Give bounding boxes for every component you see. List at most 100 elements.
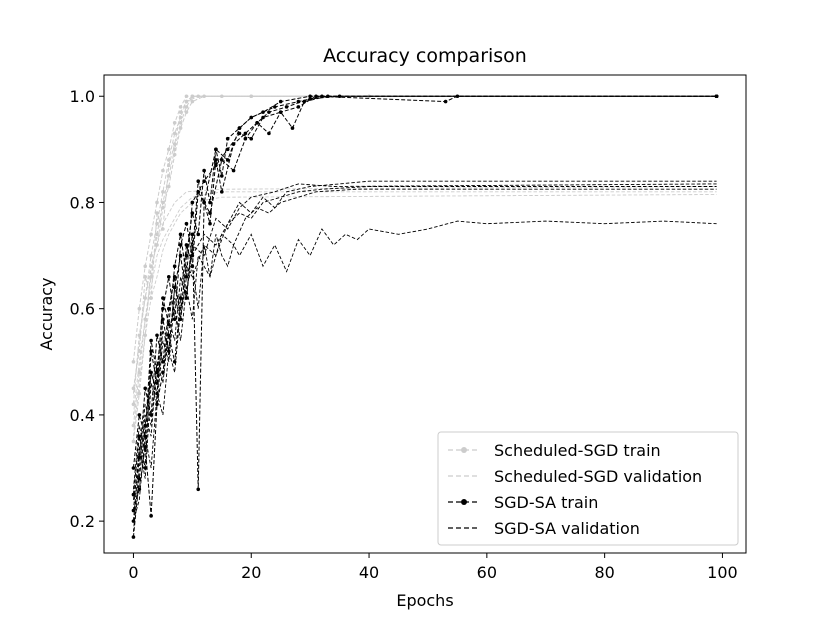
data-point (155, 370, 159, 375)
series-line (132, 95, 717, 362)
data-point (172, 142, 177, 146)
data-point (161, 190, 165, 194)
legend-item: Scheduled-SGD train (448, 441, 661, 460)
data-point (131, 466, 136, 470)
legend-label: Scheduled-SGD validation (494, 467, 702, 486)
series-line (132, 220, 717, 532)
series-sgd-sa-train (131, 94, 719, 539)
data-point (161, 360, 165, 364)
x-axis: 0 20 40 60 80 100 (128, 553, 738, 582)
data-point (214, 147, 218, 152)
chart-title: Accuracy comparison (323, 45, 527, 67)
data-point (237, 131, 242, 136)
data-point (149, 264, 153, 269)
data-point (214, 163, 218, 168)
data-point (202, 179, 206, 184)
series-line (132, 95, 717, 538)
y-axis: 0.2 0.4 0.6 0.8 1.0 (70, 87, 104, 531)
x-tick-label: 0 (128, 563, 138, 582)
legend-marker (461, 447, 467, 453)
data-point (249, 115, 254, 120)
data-point (166, 158, 171, 162)
data-point (131, 360, 136, 364)
data-point (137, 413, 142, 417)
series-scheduled-sgd-validation (132, 194, 717, 437)
data-point (137, 391, 142, 396)
data-point (184, 110, 189, 114)
data-point (237, 126, 242, 130)
series-scheduled-sgd-train (131, 94, 719, 364)
data-point (178, 105, 183, 109)
data-point (225, 158, 230, 162)
data-point (149, 413, 153, 417)
data-point (190, 99, 195, 104)
y-tick-label: 0.8 (70, 193, 95, 212)
data-point (172, 121, 177, 125)
series-sgd-sa-validation (132, 186, 717, 511)
data-point (202, 200, 206, 205)
data-point (261, 110, 265, 114)
series-sgd-sa-validation (132, 220, 717, 532)
data-point (190, 264, 195, 269)
data-point (178, 110, 183, 114)
data-point (137, 349, 142, 353)
data-point (161, 306, 165, 311)
data-point (196, 179, 201, 184)
data-point (137, 455, 142, 460)
data-point (219, 174, 224, 178)
series-line (132, 191, 717, 415)
series-line (132, 95, 717, 442)
x-tick-label: 40 (359, 563, 379, 582)
data-point (278, 99, 283, 104)
data-point (178, 317, 183, 322)
series-scheduled-sgd-train (131, 94, 719, 428)
legend-label: SGD-SA train (494, 493, 598, 512)
plot-frame (103, 74, 747, 554)
y-tick-label: 0.6 (70, 300, 95, 319)
data-point (172, 152, 177, 157)
data-point (155, 221, 159, 226)
data-point (243, 131, 248, 136)
data-point (172, 360, 177, 364)
data-point (184, 275, 189, 279)
data-point (161, 205, 165, 210)
x-tick-label: 20 (241, 563, 261, 582)
data-point (267, 110, 271, 114)
data-point (155, 211, 159, 215)
data-point (155, 200, 159, 205)
data-point (320, 94, 324, 99)
data-point (143, 423, 148, 428)
data-point (273, 105, 277, 109)
data-point (166, 349, 171, 353)
data-point (184, 99, 189, 104)
data-point (261, 115, 265, 120)
data-point (184, 221, 189, 226)
data-point (155, 402, 159, 407)
y-tick-label: 1.0 (70, 87, 95, 106)
data-point (155, 391, 159, 396)
data-point (161, 227, 165, 231)
data-point (196, 487, 201, 492)
data-point (190, 253, 195, 258)
data-point (161, 296, 165, 300)
data-point (131, 519, 136, 523)
series-line (132, 95, 717, 426)
y-axis-label: Accuracy (37, 277, 56, 350)
data-point (225, 136, 230, 141)
data-point (131, 508, 136, 513)
data-point (131, 535, 136, 539)
data-point (178, 232, 183, 237)
series-scheduled-sgd-validation (132, 191, 717, 415)
data-point (714, 94, 719, 99)
series-line (132, 194, 717, 437)
data-point (296, 99, 301, 104)
data-point (161, 317, 165, 322)
data-point (290, 126, 295, 130)
data-point (184, 296, 189, 300)
series-line (132, 95, 717, 469)
data-point (231, 168, 236, 173)
data-point (149, 338, 153, 343)
legend: Scheduled-SGD train Scheduled-SGD validat… (437, 431, 739, 546)
data-point (149, 296, 153, 300)
data-point (296, 105, 301, 109)
